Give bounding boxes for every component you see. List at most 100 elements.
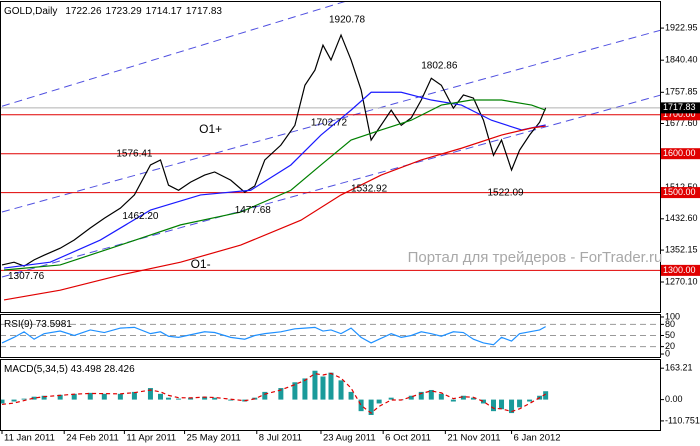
level-label: 1500.00 bbox=[663, 187, 696, 197]
histogram-bar bbox=[11, 399, 17, 402]
histogram-bar bbox=[408, 395, 414, 400]
level-label-box bbox=[661, 109, 700, 121]
histogram-bar bbox=[147, 388, 153, 400]
x-tick-label: 24 Feb 2011 bbox=[66, 433, 119, 444]
annotation: O1+ bbox=[199, 122, 222, 136]
histogram-bar bbox=[157, 393, 163, 400]
histogram-bar bbox=[188, 397, 194, 400]
panel bbox=[0, 1, 660, 301]
level-label: 1600.00 bbox=[663, 148, 696, 158]
histogram-bar bbox=[31, 396, 37, 400]
histogram-bar bbox=[302, 378, 308, 400]
y-tick-label: 100 bbox=[665, 311, 680, 321]
ohlc-value: 1717.83 bbox=[186, 6, 223, 17]
y-tick-label: 1840.40 bbox=[665, 55, 698, 65]
histogram-bar bbox=[368, 399, 374, 415]
ohlc-value: 1722.26 bbox=[65, 6, 102, 17]
x-tick-label: 25 May 2011 bbox=[187, 433, 241, 444]
annotation: 1532.92 bbox=[351, 183, 388, 194]
histogram-bar bbox=[292, 382, 298, 400]
panel bbox=[0, 323, 660, 348]
y-tick-label: 1922.95 bbox=[665, 22, 698, 32]
histogram-bar bbox=[490, 399, 496, 412]
histogram-bar bbox=[480, 399, 486, 404]
panel-title: RSI(9) 73.5981 bbox=[4, 319, 72, 330]
histogram-bar bbox=[212, 397, 218, 400]
histogram-bar bbox=[450, 399, 456, 402]
histogram-bar bbox=[328, 372, 334, 400]
histogram-bar bbox=[320, 376, 326, 400]
histogram-bar bbox=[117, 393, 123, 400]
y-tick-label: -110.751 bbox=[665, 415, 700, 425]
y-tick-label: 1432.60 bbox=[665, 213, 698, 223]
histogram-bar bbox=[428, 389, 434, 400]
y-tick-label: 1270.10 bbox=[665, 276, 698, 286]
histogram-bar bbox=[176, 398, 182, 400]
trendline bbox=[1, 29, 660, 213]
histogram-bar bbox=[376, 399, 382, 404]
x-tick-label: 8 Jul 2011 bbox=[259, 433, 302, 444]
series-line bbox=[3, 125, 546, 301]
y-tick-label: 1677.60 bbox=[665, 118, 698, 128]
histogram-bar bbox=[131, 391, 137, 400]
watermark: Портал для трейдеров - ForTrader.ru bbox=[408, 249, 663, 266]
current-price-label: 1717.83 bbox=[663, 102, 696, 112]
current-price-box bbox=[661, 102, 700, 114]
histogram-bar bbox=[527, 399, 533, 402]
y-tick-label: 0 bbox=[665, 348, 670, 358]
level-label: 1300.00 bbox=[663, 265, 696, 275]
histogram-bar bbox=[348, 391, 354, 400]
y-tick-label: 1757.85 bbox=[665, 87, 698, 97]
panel-frame bbox=[0, 359, 661, 431]
title-text: GOLD,Daily bbox=[4, 6, 57, 17]
histogram-bar bbox=[278, 388, 284, 400]
trendline bbox=[1, 94, 660, 278]
histogram-bar bbox=[470, 397, 476, 400]
y-tick-label: 50 bbox=[665, 330, 675, 340]
level-label-box bbox=[661, 187, 700, 199]
title-text: RSI(9) 73.5981 bbox=[4, 319, 72, 330]
level-label: 1700.00 bbox=[663, 109, 696, 119]
y-tick-label: 20 bbox=[665, 341, 675, 351]
annotation: 1462.20 bbox=[122, 211, 159, 222]
series-line bbox=[3, 91, 546, 269]
y-tick-label: 0.00 bbox=[665, 394, 683, 404]
histogram-bar bbox=[71, 393, 77, 400]
histogram-bar bbox=[41, 395, 47, 400]
series-line bbox=[1, 326, 546, 346]
histogram-bar bbox=[262, 391, 268, 400]
annotation: 1702.72 bbox=[311, 117, 348, 128]
annotation: O1- bbox=[191, 257, 211, 271]
annotation: 1920.78 bbox=[329, 15, 366, 26]
histogram-bar bbox=[438, 393, 444, 400]
x-tick-label: 23 Aug 2011 bbox=[323, 433, 376, 444]
histogram-bar bbox=[388, 397, 394, 400]
histogram-bar bbox=[338, 380, 344, 400]
annotation: 1576.41 bbox=[116, 149, 153, 160]
series-line bbox=[3, 99, 546, 271]
panel-title: MACD(5,34,5) 43.498 28.426 bbox=[4, 364, 135, 375]
x-tick-label: 6 Oct 2011 bbox=[385, 433, 431, 444]
y-tick-label: 1352.15 bbox=[665, 244, 698, 254]
annotation: 1477.68 bbox=[235, 205, 272, 216]
histogram-bar bbox=[0, 399, 5, 404]
histogram-bar bbox=[358, 399, 364, 412]
histogram-bar bbox=[21, 398, 27, 400]
panel bbox=[0, 370, 549, 415]
level-label-box bbox=[661, 148, 700, 160]
level-label-box bbox=[661, 264, 700, 276]
histogram-bar bbox=[228, 399, 234, 401]
ohlc-value: 1714.17 bbox=[146, 6, 183, 17]
histogram-bar bbox=[499, 399, 505, 410]
histogram-bar bbox=[87, 392, 93, 400]
histogram-bar bbox=[543, 391, 549, 400]
histogram-bar bbox=[101, 393, 107, 400]
panel-title: GOLD,Daily 1722.26 1723.29 1714.17 1717.83 bbox=[4, 6, 222, 17]
series-line bbox=[1, 33, 547, 267]
annotation: 1522.09 bbox=[487, 188, 524, 199]
histogram-bar bbox=[57, 394, 63, 400]
histogram-bar bbox=[418, 391, 424, 400]
